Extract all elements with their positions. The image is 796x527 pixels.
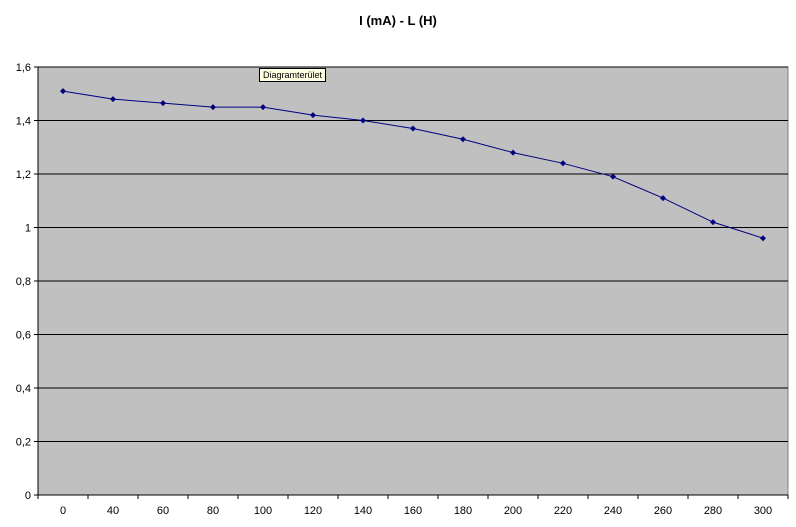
data-point — [460, 136, 466, 143]
chart-title: I (mA) - L (H) — [359, 13, 437, 28]
x-tick-label: 0 — [60, 505, 66, 517]
y-tick-label: 1,4 — [16, 116, 31, 128]
x-tick-label: 60 — [157, 505, 169, 517]
data-point — [410, 125, 416, 132]
data-point — [60, 88, 66, 95]
chart-area-tooltip: Diagramterület — [259, 68, 327, 82]
data-point — [510, 149, 516, 156]
data-point — [660, 195, 666, 202]
y-tick-label: 1 — [25, 223, 31, 235]
x-tick-label: 180 — [454, 505, 472, 517]
y-tick-label: 0,8 — [16, 276, 31, 288]
x-tick-label: 160 — [404, 505, 422, 517]
data-point — [110, 96, 116, 103]
series — [60, 88, 766, 242]
x-tick-label: 300 — [754, 505, 772, 517]
x-tick-label: 40 — [107, 505, 119, 517]
y-tick-label: 1,2 — [16, 169, 31, 181]
y-tick-label: 0,4 — [16, 383, 31, 395]
data-point — [560, 160, 566, 167]
x-tick-label: 100 — [254, 505, 272, 517]
y-tick-label: 0 — [25, 490, 31, 502]
data-point — [210, 104, 216, 111]
data-point — [310, 112, 316, 119]
x-tick-label: 260 — [654, 505, 672, 517]
data-point — [260, 104, 266, 111]
data-point — [360, 117, 366, 124]
x-tick-label: 200 — [504, 505, 522, 517]
y-tick-label: 1,6 — [16, 62, 31, 74]
y-tick-label: 0,6 — [16, 330, 31, 342]
x-tick-label: 280 — [704, 505, 722, 517]
data-point — [160, 100, 166, 107]
x-tick-label: 120 — [304, 505, 322, 517]
x-tick-label: 80 — [207, 505, 219, 517]
y-tick-label: 0,2 — [16, 437, 31, 449]
x-tick-label: 140 — [354, 505, 372, 517]
x-tick-labels: 0 40 60 80 100 120 140 160 180 200 220 240 260 280 300 — [60, 505, 772, 517]
x-tick-label: 240 — [604, 505, 622, 517]
axes — [34, 66, 789, 499]
grid-lines — [38, 66, 788, 442]
data-point — [760, 235, 766, 242]
x-tick-label: 220 — [554, 505, 572, 517]
data-point — [710, 219, 716, 226]
y-tick-labels: 0 0,2 0,4 0,6 0,8 1 1,2 1,4 1,6 — [16, 62, 31, 502]
data-point — [610, 173, 616, 180]
